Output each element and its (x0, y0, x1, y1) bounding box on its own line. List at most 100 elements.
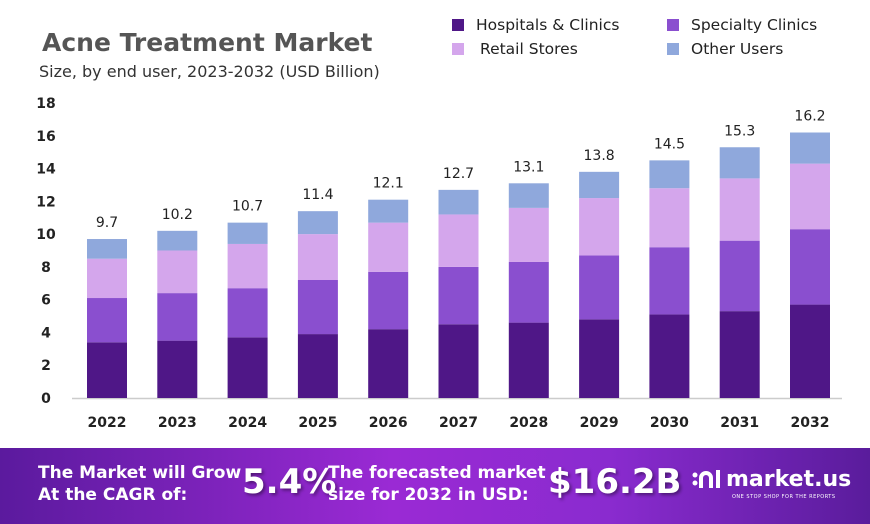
forecast-label-line2: size for 2032 in USD: (328, 485, 529, 505)
bar-segment (649, 247, 690, 315)
total-data-label: 9.7 (96, 215, 118, 231)
y-tick-label: 0 (41, 391, 51, 407)
bar-segment (297, 234, 338, 280)
bar-segment (579, 171, 620, 199)
cagr-label-line2: At the CAGR of: (38, 485, 188, 505)
y-tick-label: 18 (36, 96, 55, 112)
y-tick-label: 6 (41, 293, 51, 309)
bar-chart: 0 2 4 6 8 10 12 14 16 18 9.7 2022 10.2 2023 10.7 2024 11… (36, 96, 842, 431)
legend-item-specialty: Specialty Clinics (667, 16, 817, 34)
bar-segment (87, 342, 127, 398)
bar-segment (157, 250, 198, 294)
legend-label: Hospitals & Clinics (476, 16, 620, 34)
x-tick-label: 2026 (369, 415, 408, 431)
y-tick-label: 12 (36, 194, 55, 210)
bar-segment (87, 298, 127, 343)
bar-segment (719, 147, 760, 179)
bar-segment (297, 211, 338, 235)
bar-segment (368, 329, 409, 398)
bar-segment (227, 222, 268, 244)
bar-segment (438, 266, 479, 325)
bar-segment (297, 334, 338, 398)
bar-segment (790, 132, 830, 164)
y-tick-label: 8 (41, 260, 51, 276)
bar-segment (790, 163, 830, 230)
total-data-label: 11.4 (302, 187, 333, 203)
bar-segment (227, 243, 268, 289)
x-tick-label: 2028 (509, 415, 548, 431)
brand-logo: market.us ONE STOP SHOP FOR THE REPORTS (690, 466, 852, 500)
footer-banner: The Market will Grow At the CAGR of: 5.4… (0, 448, 870, 524)
x-tick-label: 2022 (88, 415, 127, 431)
y-tick-label: 14 (36, 162, 56, 178)
total-data-label: 10.7 (232, 199, 263, 215)
total-data-label: 14.5 (654, 136, 685, 152)
bar-segment (157, 340, 198, 398)
total-data-label: 13.8 (584, 148, 615, 164)
bar-segment (227, 288, 268, 338)
total-data-label: 12.7 (443, 166, 474, 182)
bar-segment (790, 304, 830, 398)
forecast-label-line1: The forecasted market (328, 463, 546, 483)
bar-segment (297, 280, 338, 335)
bar-segment (438, 189, 479, 215)
bar-segment (438, 214, 479, 267)
legend-swatch (452, 19, 464, 31)
total-data-label: 15.3 (724, 123, 755, 139)
bar-segment (649, 314, 690, 398)
x-tick-label: 2030 (650, 415, 689, 431)
bar-segment (579, 198, 620, 256)
x-tick-label: 2031 (720, 415, 759, 431)
bar-segment (579, 319, 620, 398)
bar-segment (508, 322, 549, 398)
bar-segment (508, 261, 549, 323)
total-data-label: 13.1 (513, 159, 544, 175)
bar-segment (508, 183, 549, 208)
y-tick-label: 16 (36, 129, 55, 145)
legend-swatch (667, 43, 679, 55)
y-tick-label: 2 (41, 358, 51, 374)
x-tick-label: 2024 (228, 415, 267, 431)
bar-segment (157, 293, 198, 341)
bar-segment (719, 311, 760, 398)
bar-segment (508, 207, 549, 262)
bar-segment (649, 188, 690, 248)
brand-name: market.us (726, 466, 852, 492)
legend-item-other: Other Users (667, 40, 783, 58)
bar-segment (719, 240, 760, 312)
legend-swatch (667, 19, 679, 31)
bar-segment (87, 239, 127, 259)
cagr-value: 5.4% (242, 462, 337, 502)
x-tick-label: 2023 (158, 415, 197, 431)
bar-segment (87, 258, 127, 299)
legend-item-retail: Retail Stores (452, 40, 578, 58)
legend-item-hospitals: Hospitals & Clinics (452, 16, 619, 34)
x-tick-label: 2025 (298, 415, 337, 431)
bar-segment (368, 199, 409, 223)
total-data-label: 10.2 (162, 207, 193, 223)
cagr-label: The Market will Grow At the CAGR of: (38, 462, 241, 506)
legend-label: Retail Stores (480, 40, 578, 58)
brand-tagline: ONE STOP SHOP FOR THE REPORTS (732, 494, 836, 500)
forecast-label: The forecasted market size for 2032 in U… (328, 462, 546, 506)
chart-subtitle: Size, by end user, 2023-2032 (USD Billio… (39, 62, 380, 81)
x-tick-label: 2029 (580, 415, 619, 431)
cagr-label-line1: The Market will Grow (38, 463, 242, 483)
y-tick-label: 10 (36, 227, 56, 243)
forecast-value: $16.2B (548, 462, 682, 502)
bar-segment (227, 337, 268, 398)
bar-segment (438, 324, 479, 398)
bar-segment (157, 230, 198, 251)
y-tick-label: 4 (41, 325, 51, 341)
market-us-logo-icon (692, 470, 720, 488)
x-tick-label: 2032 (791, 415, 830, 431)
bar-segment (368, 222, 409, 272)
legend-swatch (452, 43, 464, 55)
total-data-label: 16.2 (794, 109, 825, 125)
legend-label: Specialty Clinics (691, 16, 818, 34)
bar-segment (649, 160, 690, 189)
bar-segment (579, 255, 620, 320)
x-tick-label: 2027 (439, 415, 478, 431)
total-data-label: 12.1 (373, 176, 404, 192)
